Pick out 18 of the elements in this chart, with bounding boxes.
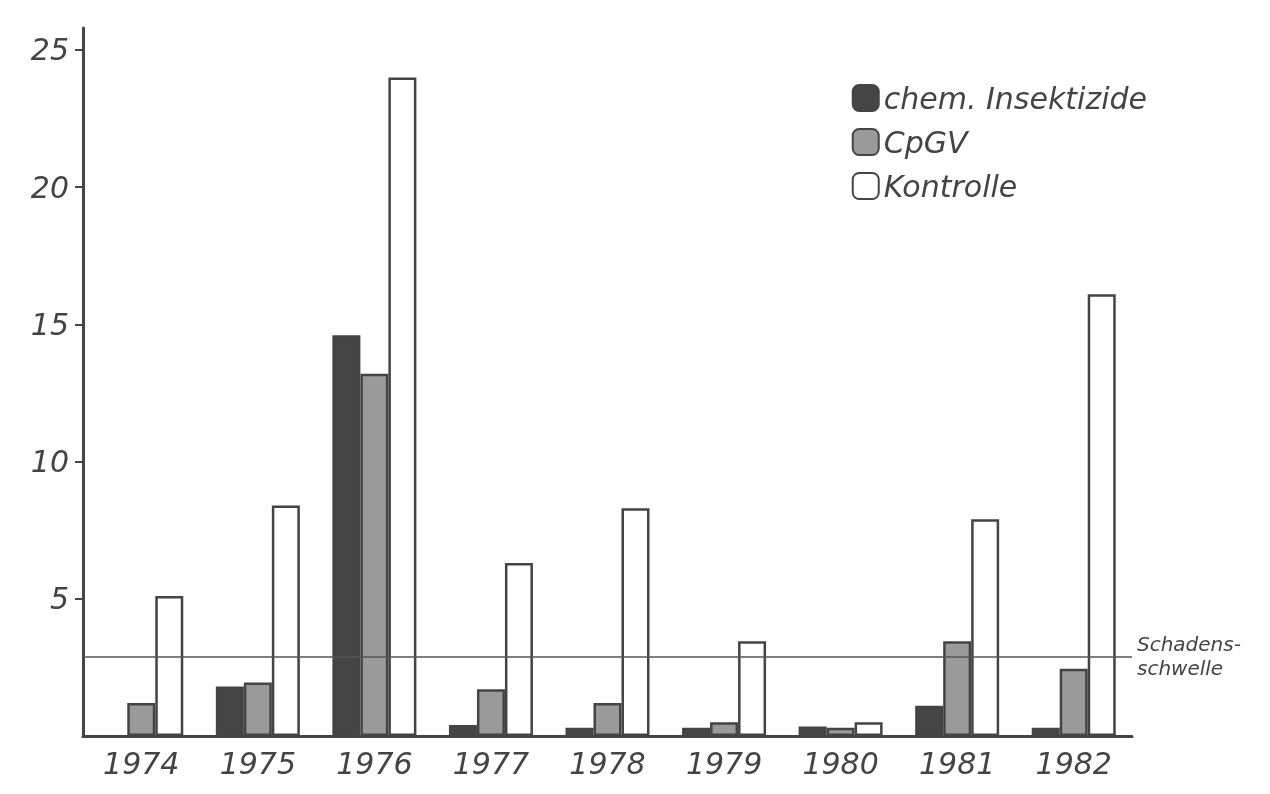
legend-label: chem. Insektizide <box>883 80 1147 116</box>
x-tick-label: 1976 <box>336 745 413 781</box>
y-tick-label: 5 <box>49 581 69 617</box>
ref-line-label: Schadens- schwelle <box>1137 632 1241 681</box>
x-tick-label: 1982 <box>1035 745 1112 781</box>
x-tick-label: 1974 <box>103 745 180 781</box>
y-tick-label: 10 <box>30 444 69 480</box>
x-tick-label: 1975 <box>219 745 297 781</box>
x-tick-label: 1981 <box>918 745 996 781</box>
legend-label: Kontrolle <box>883 168 1018 204</box>
y-tick-label: 25 <box>30 32 69 68</box>
legend-label: CpGV <box>883 124 970 160</box>
y-tick-label: 15 <box>30 306 69 342</box>
x-tick-label: 1977 <box>452 745 530 781</box>
x-tick-label: 1979 <box>685 745 763 781</box>
x-tick-label: 1978 <box>569 745 646 781</box>
y-tick-label: 20 <box>30 169 69 205</box>
x-tick-label: 1980 <box>802 745 879 781</box>
